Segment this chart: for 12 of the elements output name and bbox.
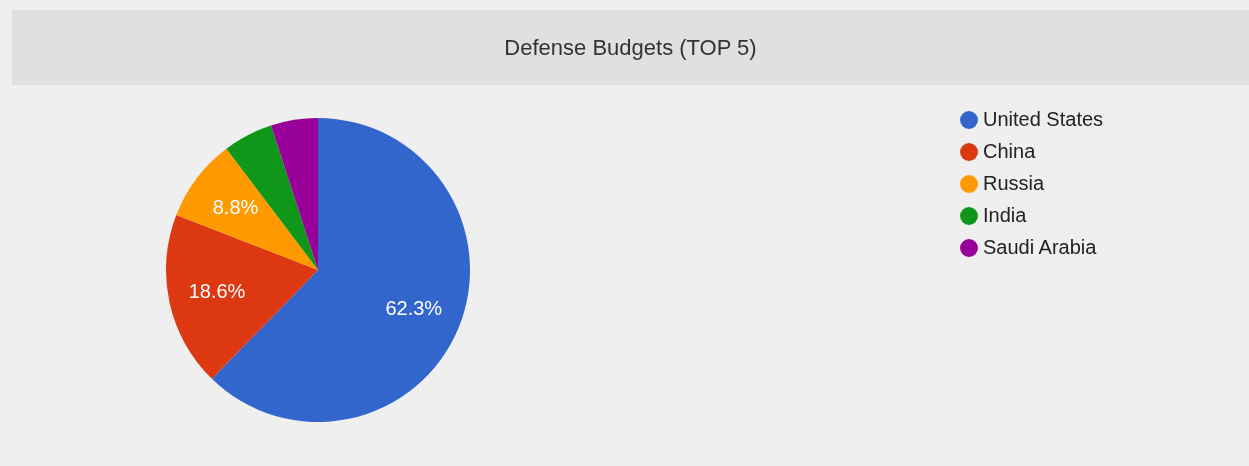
legend-label: India [983,204,1028,226]
legend-label: United States [983,108,1104,130]
legend-label: Saudi Arabia [983,236,1098,258]
data-label: 62.3% [385,296,443,319]
data-label: 8.8% [212,195,259,218]
pie-slice [176,148,318,270]
legend-label: Russia [983,172,1046,194]
chart-title: Defense Budgets (TOP 5) [504,35,757,60]
data-label: 18.6% [188,279,246,302]
pie-slice [166,214,318,379]
legend-label: China [983,140,1037,162]
pie-slice [271,118,318,270]
